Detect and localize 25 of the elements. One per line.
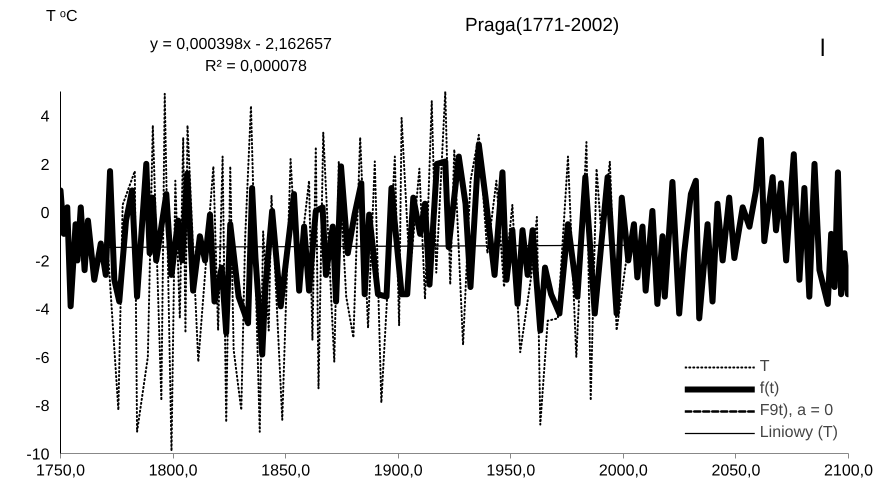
y-tick-label: 4 xyxy=(40,108,50,126)
x-tick-label: 1800,0 xyxy=(148,462,198,480)
legend-label: F9t), a = 0 xyxy=(760,402,834,420)
chart-title: Praga(1771-2002) xyxy=(465,14,620,38)
x-tick-label: 1950,0 xyxy=(486,462,536,480)
y-tick-label: -10 xyxy=(26,446,50,464)
x-tick-label: 1850,0 xyxy=(261,462,310,480)
legend-label: f(t) xyxy=(760,380,780,398)
text: l xyxy=(820,34,826,64)
y-tick-label: -6 xyxy=(35,350,50,367)
legend-label: Liniowy (T) xyxy=(760,424,838,442)
x-tick-label: 1750,0 xyxy=(36,462,86,480)
y-axis-title: T ᵒC xyxy=(46,7,78,27)
y-tick-label: -8 xyxy=(35,398,50,416)
x-tick-label: 1900,0 xyxy=(374,462,423,480)
y-tick-label: 0 xyxy=(40,205,50,222)
x-tick-label: 2100,0 xyxy=(824,462,874,480)
text: y = 0,000398x - 2,162657 xyxy=(150,35,332,55)
y-tick-label: -2 xyxy=(35,253,50,270)
x-tick-label: 2000,0 xyxy=(598,462,648,480)
text: R² = 0,000078 xyxy=(205,57,307,77)
x-tick-label: 2050,0 xyxy=(711,462,760,480)
y-tick-label: 2 xyxy=(40,156,50,174)
legend-label: T xyxy=(760,358,771,376)
y-tick-label: -4 xyxy=(35,302,50,319)
